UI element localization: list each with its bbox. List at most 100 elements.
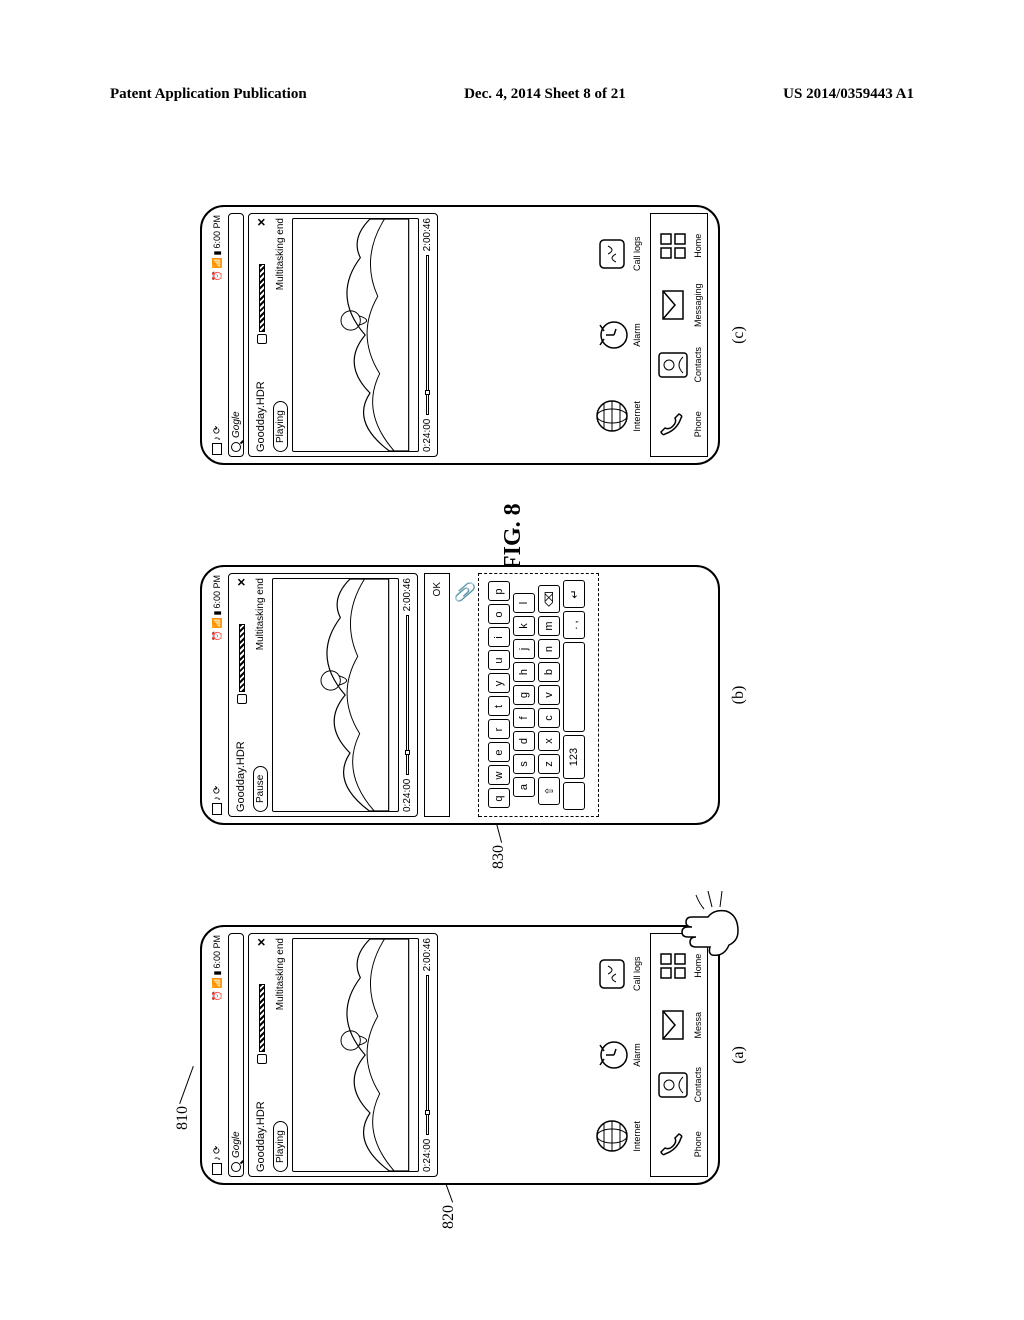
dock-contacts[interactable]: Contacts (655, 1056, 703, 1114)
app-alarm[interactable]: Alarm (594, 1026, 642, 1084)
app-internet[interactable]: Internet (594, 1107, 642, 1165)
video-thumbnail[interactable] (272, 578, 399, 812)
key-h[interactable]: h (513, 662, 535, 682)
music-icon: ♪ (212, 1156, 223, 1161)
search-icon (231, 1162, 241, 1172)
key-e[interactable]: e (488, 743, 510, 763)
enter-key[interactable]: ↵ (563, 580, 585, 608)
key-s[interactable]: s (513, 754, 535, 774)
call-logs-icon (594, 236, 630, 272)
volume-bar[interactable] (259, 984, 265, 1052)
sync-icon: ⟳ (212, 1146, 223, 1154)
key-z[interactable]: z (538, 754, 560, 774)
video-thumbnail[interactable] (292, 218, 419, 452)
clock-text: 6:00 PM (212, 215, 222, 249)
key-v[interactable]: v (538, 685, 560, 705)
ref-810: 810 (174, 1106, 192, 1130)
backspace-key[interactable]: ⌫ (538, 585, 560, 613)
ok-button[interactable]: OK (432, 582, 443, 596)
key-c[interactable]: c (538, 708, 560, 728)
app-label: Alarm (632, 323, 642, 347)
home-screen: Internet Alarm Call logs (440, 213, 712, 457)
key-t[interactable]: t (488, 697, 510, 717)
app-alarm[interactable]: Alarm (594, 306, 642, 364)
key-x[interactable]: x (538, 731, 560, 751)
music-icon: ♪ (212, 796, 223, 801)
key-n[interactable]: n (538, 639, 560, 659)
home-grid-icon (655, 228, 691, 264)
time-end: 2:00:46 (422, 218, 433, 251)
attach-icon[interactable]: 📎 (455, 581, 476, 603)
dock-contacts[interactable]: Contacts (655, 336, 703, 394)
play-state-button[interactable]: Playing (273, 401, 288, 452)
video-widget: Goodday.HDR × Playing Multitasking end (248, 933, 438, 1177)
video-widget: Goodday.HDR × Playing Multitasking end (248, 213, 438, 457)
dock-messaging[interactable]: Messaging (655, 276, 703, 334)
key-j[interactable]: j (513, 639, 535, 659)
period-key[interactable]: . , (563, 611, 585, 639)
phone-a: ♪ ⟳ ⏰ 📶 ▮ 6:00 PM Gogle Go (200, 925, 720, 1185)
speaker-icon[interactable] (237, 694, 247, 704)
dock-messaging[interactable]: Messa (655, 996, 703, 1054)
status-left-icons: ♪ ⟳ (212, 1146, 223, 1175)
app-call-logs[interactable]: Call logs (594, 945, 642, 1003)
key-u[interactable]: u (488, 651, 510, 671)
key-d[interactable]: d (513, 731, 535, 751)
volume-bar[interactable] (239, 624, 245, 692)
music-icon: ♪ (212, 436, 223, 441)
space-key[interactable] (563, 642, 585, 732)
search-bar[interactable]: Gogle (228, 933, 244, 1177)
phone-a-wrap: 810 820 ♪ ⟳ ⏰ 📶 ▮ 6:00 PM (200, 925, 748, 1185)
app-label: Call logs (632, 236, 642, 271)
key-o[interactable]: o (488, 605, 510, 625)
video-title: Goodday.HDR (255, 381, 267, 452)
dock-home[interactable]: Home (655, 217, 703, 275)
key-a[interactable]: a (513, 777, 535, 797)
figure-8: 810 820 ♪ ⟳ ⏰ 📶 ▮ 6:00 PM (120, 430, 1024, 1220)
message-input[interactable]: OK (424, 573, 450, 817)
key-y[interactable]: y (488, 674, 510, 694)
dock-phone[interactable]: Phone (655, 395, 703, 453)
video-thumbnail[interactable] (292, 938, 419, 1172)
sync-icon: ⟳ (212, 786, 223, 794)
dock-phone[interactable]: Phone (655, 1115, 703, 1173)
volume-bar[interactable] (259, 264, 265, 332)
play-state-button[interactable]: Pause (253, 766, 268, 812)
multitask-end-label[interactable]: Multitasking end (275, 218, 286, 290)
num-key[interactable]: 123 (563, 735, 585, 779)
settings-key[interactable] (563, 782, 585, 810)
key-w[interactable]: w (488, 766, 510, 786)
key-l[interactable]: l (513, 593, 535, 613)
dock-label: Phone (693, 411, 703, 437)
search-bar[interactable]: Gogle (228, 213, 244, 457)
clock-text: 6:00 PM (212, 575, 222, 609)
app-internet[interactable]: Internet (594, 387, 642, 445)
multitask-end-label[interactable]: Multitasking end (275, 938, 286, 1010)
play-state-button[interactable]: Playing (273, 1121, 288, 1172)
key-p[interactable]: p (488, 582, 510, 602)
key-q[interactable]: q (488, 789, 510, 809)
multitask-end-label[interactable]: Multitasking end (255, 578, 266, 650)
close-icon[interactable]: × (253, 938, 269, 946)
app-call-logs[interactable]: Call logs (594, 225, 642, 283)
speaker-icon[interactable] (257, 334, 267, 344)
video-progress[interactable] (406, 615, 409, 774)
close-icon[interactable]: × (233, 578, 249, 586)
close-icon[interactable]: × (253, 218, 269, 226)
video-progress[interactable] (426, 255, 429, 414)
header-left: Patent Application Publication (110, 86, 307, 103)
key-g[interactable]: g (513, 685, 535, 705)
key-r[interactable]: r (488, 720, 510, 740)
clock-text: 6:00 PM (212, 935, 222, 969)
key-i[interactable]: i (488, 628, 510, 648)
key-m[interactable]: m (538, 616, 560, 636)
key-f[interactable]: f (513, 708, 535, 728)
video-progress[interactable] (426, 975, 429, 1134)
dock-label: Messaging (693, 283, 703, 327)
speaker-icon[interactable] (257, 1054, 267, 1064)
key-b[interactable]: b (538, 662, 560, 682)
alarm-status-icon: ⏰ (212, 991, 223, 1002)
shift-key[interactable]: ⇧ (538, 777, 560, 805)
phone-icon (655, 1126, 691, 1162)
key-k[interactable]: k (513, 616, 535, 636)
